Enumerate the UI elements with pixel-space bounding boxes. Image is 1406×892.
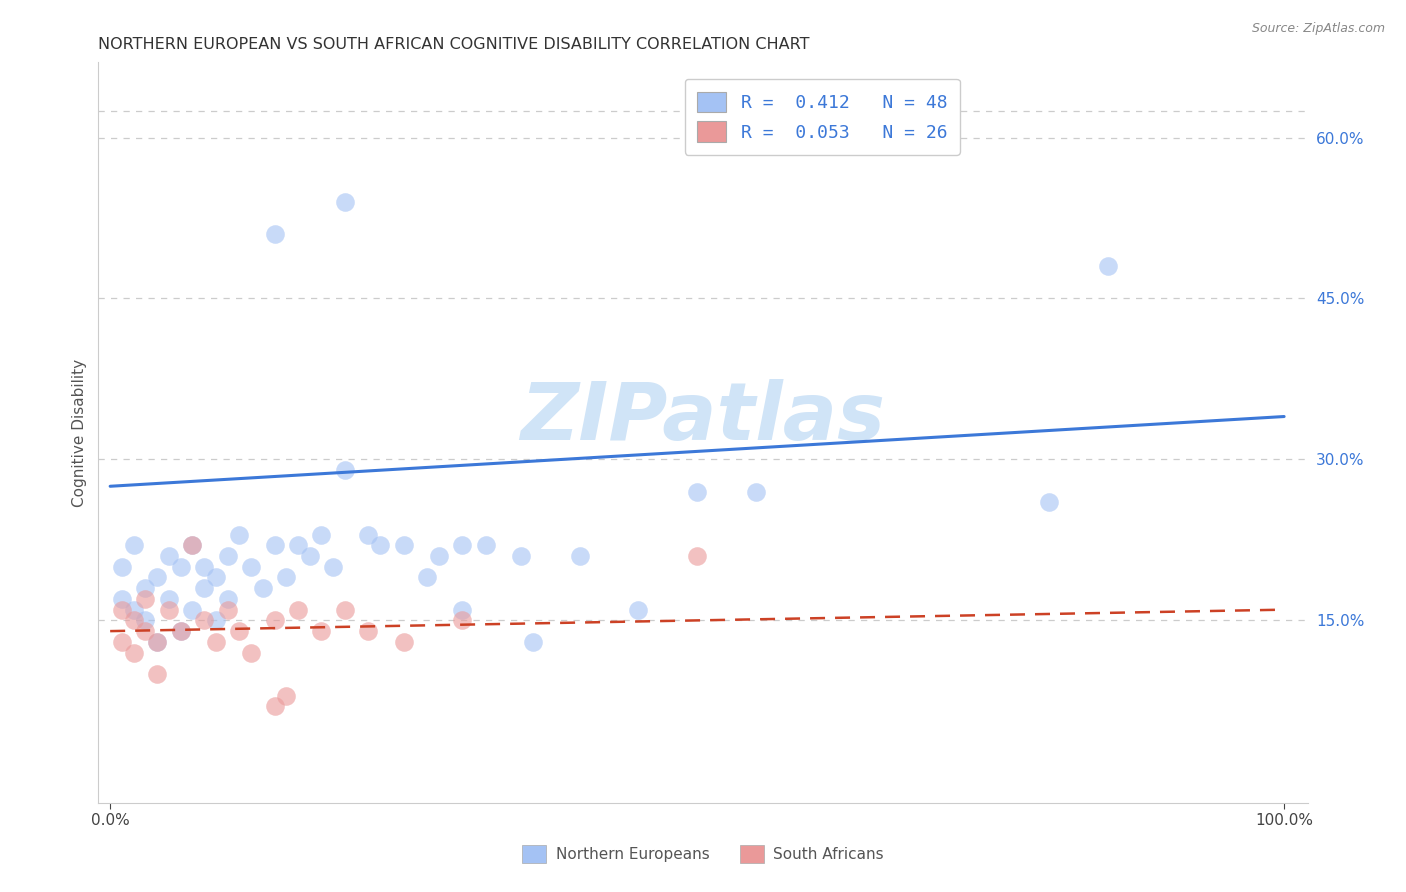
Point bbox=[204, 635, 226, 649]
Point bbox=[169, 624, 191, 639]
Point bbox=[263, 227, 285, 241]
Point bbox=[240, 559, 263, 574]
Point bbox=[510, 549, 533, 563]
Point bbox=[276, 570, 298, 584]
Point bbox=[111, 591, 134, 606]
Point bbox=[169, 624, 191, 639]
Point bbox=[263, 614, 285, 628]
Point bbox=[451, 602, 474, 616]
Point bbox=[240, 646, 263, 660]
Point bbox=[228, 527, 250, 541]
Point bbox=[311, 624, 333, 639]
Point bbox=[122, 646, 145, 660]
Point bbox=[333, 194, 356, 209]
Text: ZIPatlas: ZIPatlas bbox=[520, 379, 886, 457]
Point bbox=[193, 559, 215, 574]
Point bbox=[193, 614, 215, 628]
Point bbox=[333, 602, 356, 616]
Point bbox=[169, 559, 191, 574]
Point bbox=[204, 614, 226, 628]
Point bbox=[252, 581, 274, 595]
Point bbox=[451, 614, 474, 628]
Point bbox=[287, 602, 309, 616]
Point bbox=[146, 667, 169, 681]
Point bbox=[298, 549, 321, 563]
Point bbox=[357, 624, 380, 639]
Point bbox=[427, 549, 450, 563]
Point bbox=[263, 538, 285, 552]
Point bbox=[134, 614, 156, 628]
Point bbox=[686, 549, 709, 563]
Point bbox=[122, 614, 145, 628]
Point bbox=[627, 602, 650, 616]
Point bbox=[134, 624, 156, 639]
Point bbox=[287, 538, 309, 552]
Point bbox=[181, 602, 204, 616]
Point bbox=[1038, 495, 1060, 509]
Point bbox=[146, 570, 169, 584]
Point bbox=[263, 699, 285, 714]
Point bbox=[392, 538, 415, 552]
Point bbox=[122, 538, 145, 552]
Text: Source: ZipAtlas.com: Source: ZipAtlas.com bbox=[1251, 22, 1385, 36]
Point bbox=[392, 635, 415, 649]
Point bbox=[111, 635, 134, 649]
Point bbox=[311, 527, 333, 541]
Point bbox=[122, 602, 145, 616]
Point bbox=[276, 689, 298, 703]
Y-axis label: Cognitive Disability: Cognitive Disability bbox=[72, 359, 87, 507]
Point bbox=[134, 591, 156, 606]
Point bbox=[475, 538, 498, 552]
Point bbox=[181, 538, 204, 552]
Point bbox=[1097, 260, 1119, 274]
Point bbox=[204, 570, 226, 584]
Point bbox=[322, 559, 344, 574]
Point bbox=[217, 591, 239, 606]
Point bbox=[357, 527, 380, 541]
Text: NORTHERN EUROPEAN VS SOUTH AFRICAN COGNITIVE DISABILITY CORRELATION CHART: NORTHERN EUROPEAN VS SOUTH AFRICAN COGNI… bbox=[98, 37, 810, 52]
Point bbox=[157, 602, 180, 616]
Point bbox=[111, 602, 134, 616]
Point bbox=[686, 484, 709, 499]
Point bbox=[217, 549, 239, 563]
Point bbox=[416, 570, 439, 584]
Point bbox=[181, 538, 204, 552]
Point bbox=[522, 635, 544, 649]
Point bbox=[146, 635, 169, 649]
Point bbox=[745, 484, 768, 499]
Point bbox=[333, 463, 356, 477]
Point bbox=[193, 581, 215, 595]
Point bbox=[134, 581, 156, 595]
Point bbox=[568, 549, 591, 563]
Legend: Northern Europeans, South Africans: Northern Europeans, South Africans bbox=[516, 839, 890, 869]
Point bbox=[368, 538, 391, 552]
Point bbox=[146, 635, 169, 649]
Point bbox=[157, 549, 180, 563]
Point bbox=[451, 538, 474, 552]
Point bbox=[228, 624, 250, 639]
Point bbox=[111, 559, 134, 574]
Point bbox=[217, 602, 239, 616]
Point bbox=[157, 591, 180, 606]
